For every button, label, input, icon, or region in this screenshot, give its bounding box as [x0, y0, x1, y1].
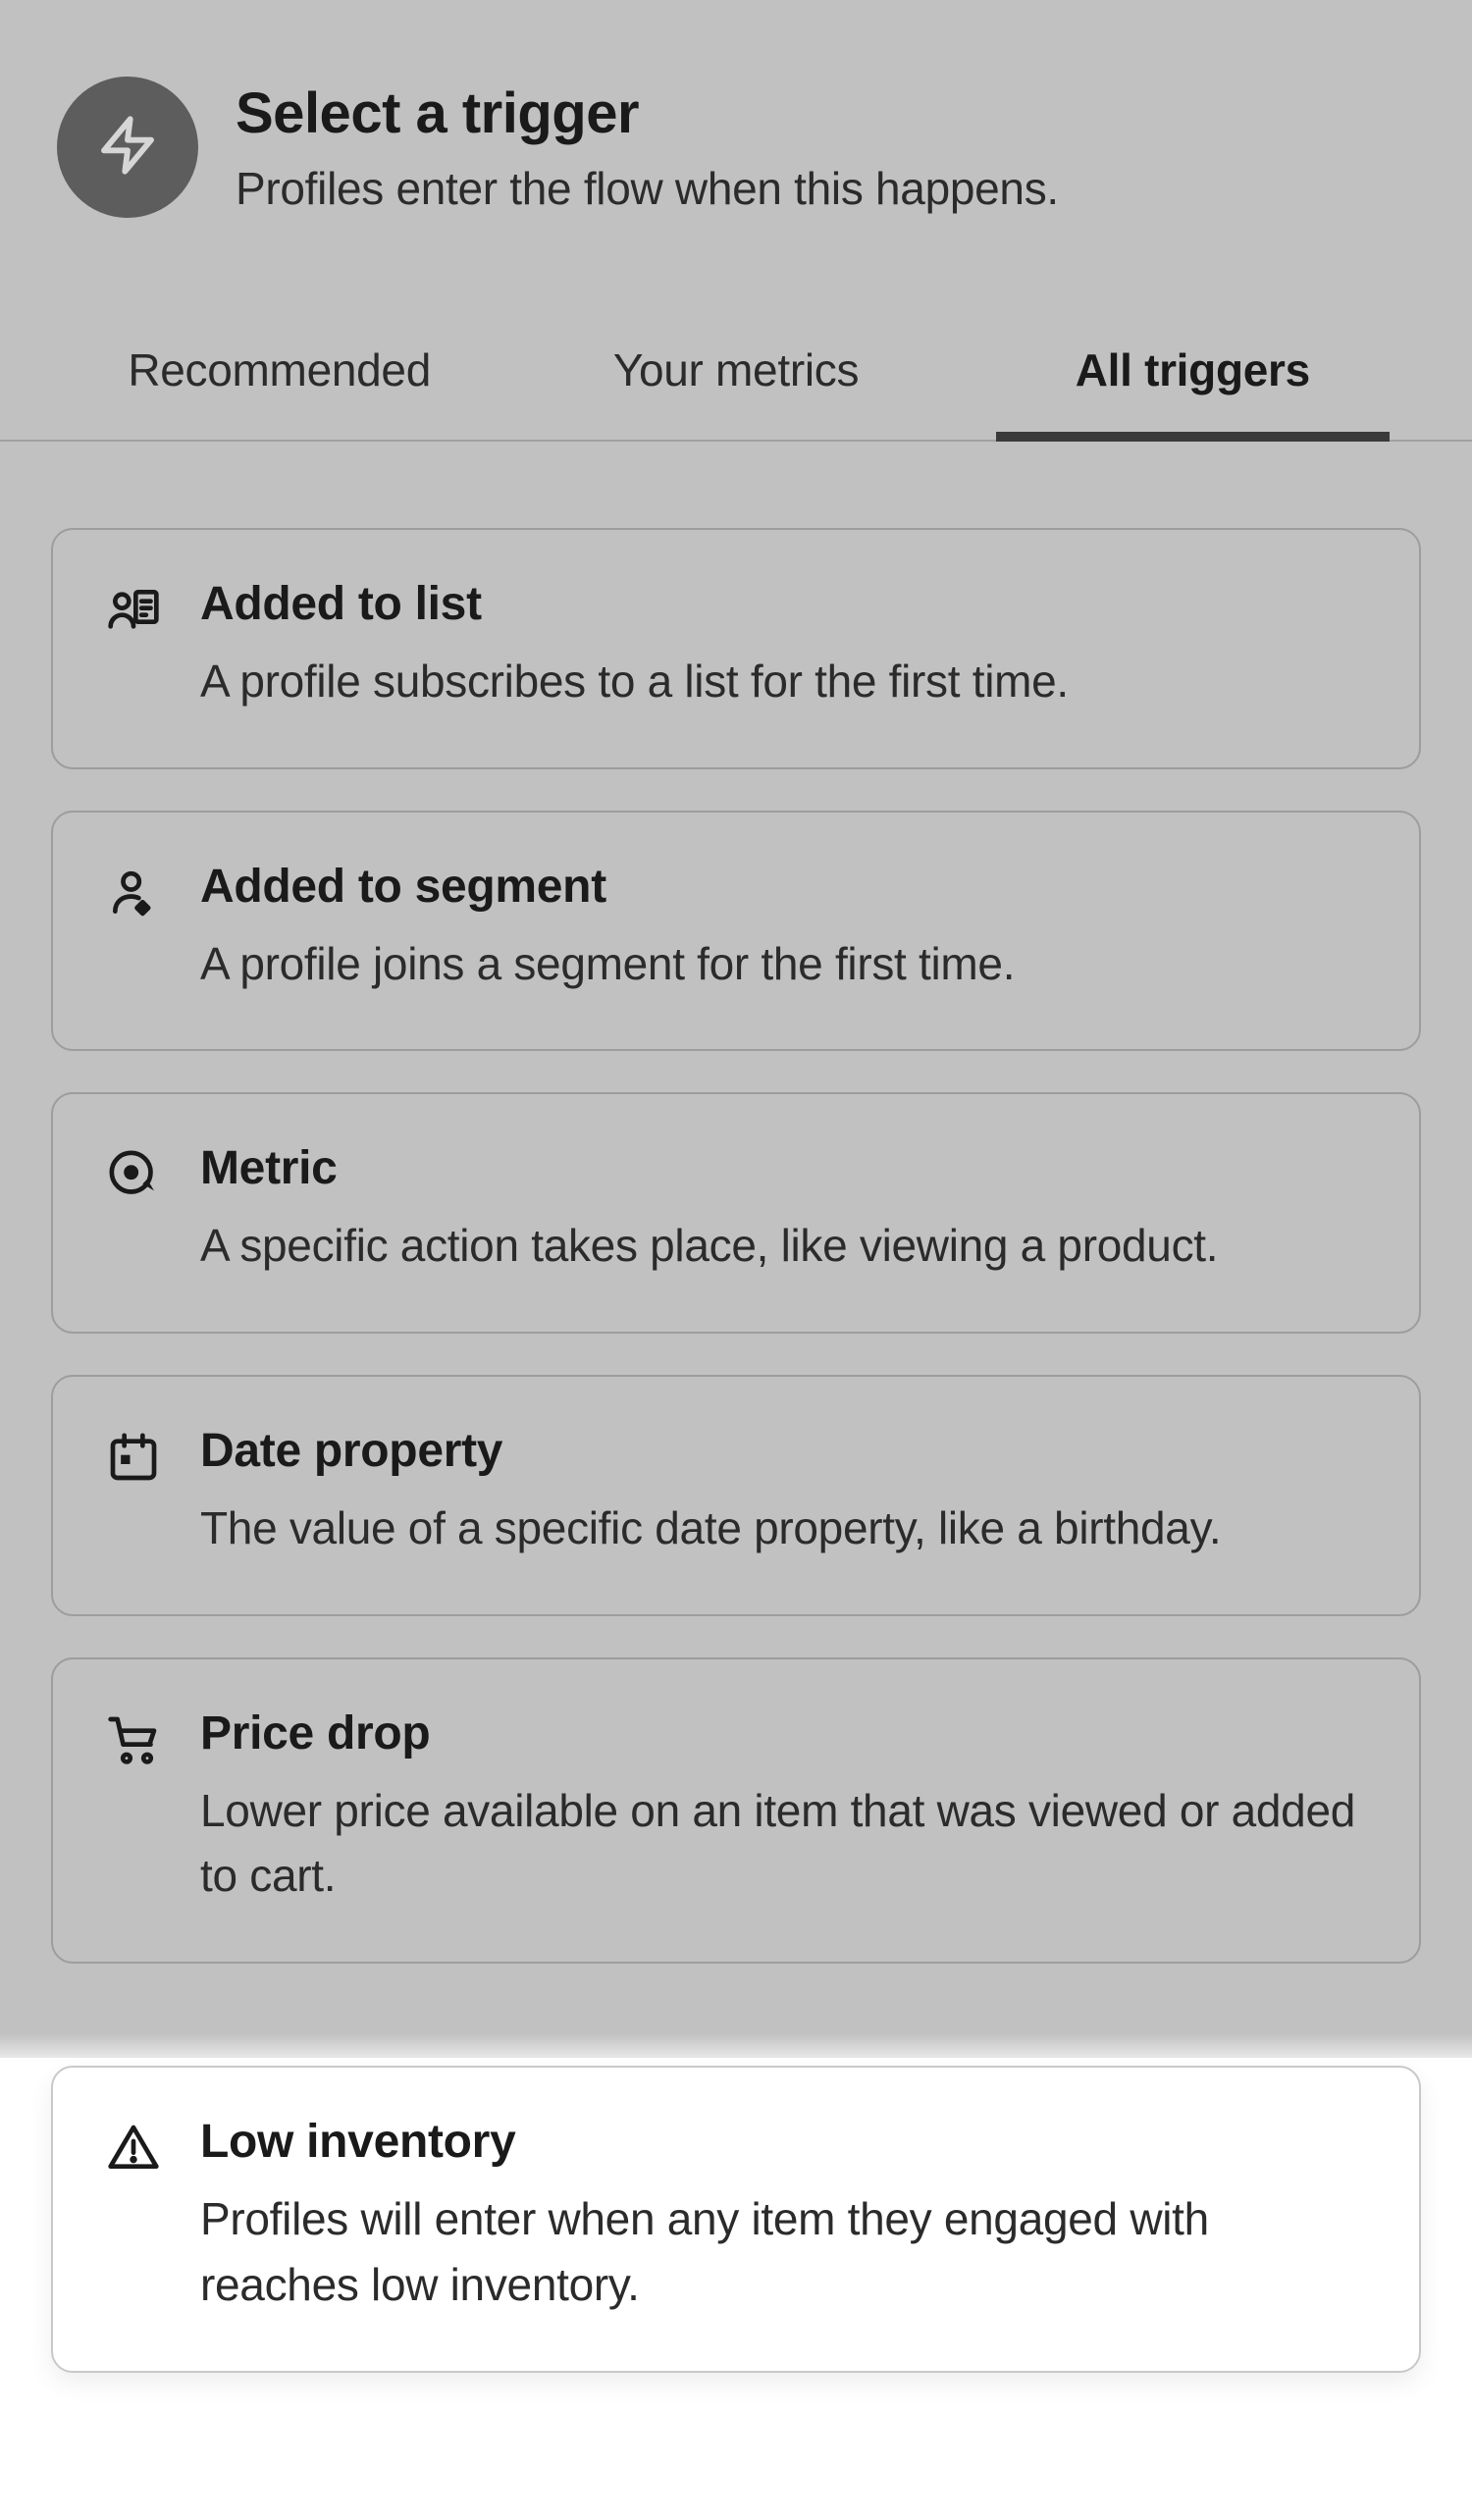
dimmed-overlay: Select a trigger Profiles enter the flow…: [0, 0, 1472, 2034]
card-title: Added to segment: [200, 860, 1368, 914]
metric-icon: [104, 1145, 163, 1204]
trigger-card-date-property[interactable]: Date property The value of a specific da…: [51, 1375, 1421, 1616]
tab-all-triggers[interactable]: All triggers: [965, 312, 1421, 440]
price-drop-icon: [104, 1710, 163, 1769]
card-content: Added to segment A profile joins a segme…: [200, 860, 1368, 997]
card-content: Low inventory Profiles will enter when a…: [200, 2115, 1368, 2317]
card-description: A profile joins a segment for the first …: [200, 931, 1368, 997]
date-property-icon: [104, 1428, 163, 1487]
lightning-icon: [96, 114, 159, 182]
trigger-card-metric[interactable]: Metric A specific action takes place, li…: [51, 1092, 1421, 1334]
card-description: A profile subscribes to a list for the f…: [200, 649, 1368, 714]
card-description: A specific action takes place, like view…: [200, 1213, 1368, 1279]
added-to-list-icon: [104, 581, 163, 640]
card-title: Metric: [200, 1141, 1368, 1195]
trigger-list: Added to list A profile subscribes to a …: [0, 442, 1472, 2034]
card-title: Low inventory: [200, 2115, 1368, 2169]
trigger-card-price-drop[interactable]: Price drop Lower price available on an i…: [51, 1657, 1421, 1964]
card-content: Added to list A profile subscribes to a …: [200, 577, 1368, 714]
fade-divider: [0, 2034, 1472, 2058]
header-icon-container: [57, 77, 198, 218]
highlighted-region: Low inventory Profiles will enter when a…: [0, 2058, 1472, 2519]
card-title: Price drop: [200, 1706, 1368, 1760]
card-content: Metric A specific action takes place, li…: [200, 1141, 1368, 1279]
card-description: The value of a specific date property, l…: [200, 1496, 1368, 1561]
page-subtitle: Profiles enter the flow when this happen…: [236, 162, 1059, 215]
added-to-segment-icon: [104, 864, 163, 922]
card-title: Date property: [200, 1424, 1368, 1478]
tab-your-metrics[interactable]: Your metrics: [507, 312, 964, 440]
card-content: Price drop Lower price available on an i…: [200, 1706, 1368, 1909]
card-description: Lower price available on an item that wa…: [200, 1778, 1368, 1909]
trigger-card-added-to-segment[interactable]: Added to segment A profile joins a segme…: [51, 811, 1421, 1052]
modal-header: Select a trigger Profiles enter the flow…: [0, 0, 1472, 257]
card-description: Profiles will enter when any item they e…: [200, 2186, 1368, 2317]
low-inventory-icon: [104, 2119, 163, 2178]
tabs-nav: Recommended Your metrics All triggers: [0, 312, 1472, 442]
tab-recommended[interactable]: Recommended: [51, 312, 507, 440]
card-content: Date property The value of a specific da…: [200, 1424, 1368, 1561]
header-text: Select a trigger Profiles enter the flow…: [236, 77, 1059, 215]
page-title: Select a trigger: [236, 80, 1059, 146]
card-title: Added to list: [200, 577, 1368, 631]
trigger-card-added-to-list[interactable]: Added to list A profile subscribes to a …: [51, 528, 1421, 769]
trigger-card-low-inventory[interactable]: Low inventory Profiles will enter when a…: [51, 2066, 1421, 2372]
